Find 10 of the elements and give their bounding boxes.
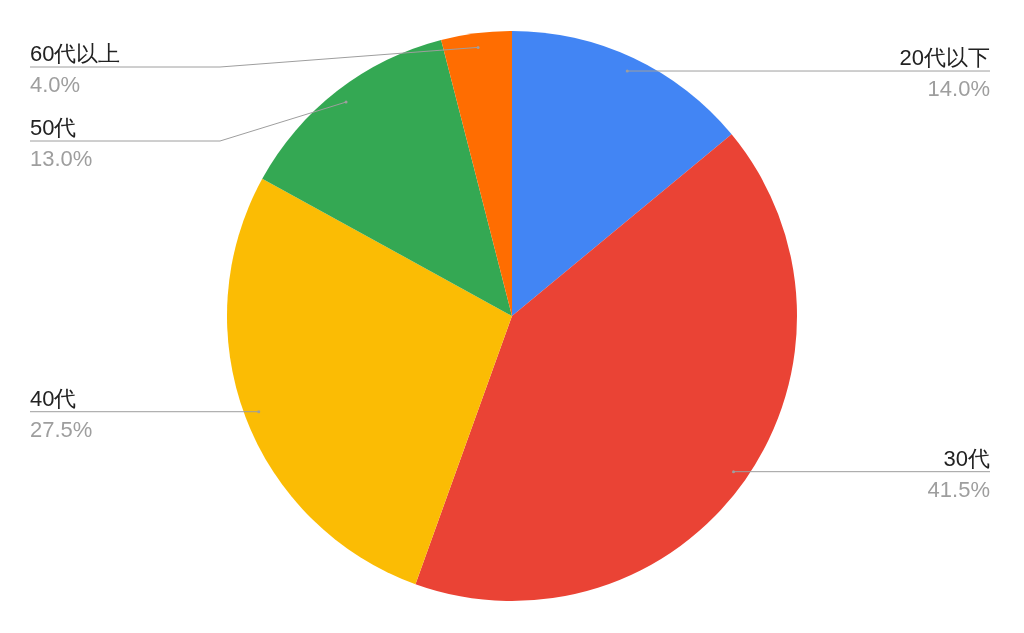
- data-label: 13.0%: [30, 146, 93, 171]
- data-label: 41.5%: [927, 476, 990, 502]
- slice-label: 60代以上: [30, 41, 121, 66]
- slice-label: 40代: [30, 385, 77, 411]
- data-label: 27.5%: [30, 416, 93, 442]
- slice-label: 20代以下: [899, 45, 990, 71]
- slice-label: 30代: [943, 445, 990, 471]
- data-label: 4.0%: [30, 72, 81, 97]
- data-label: 14.0%: [927, 76, 990, 102]
- slice-label: 50代: [30, 115, 77, 140]
